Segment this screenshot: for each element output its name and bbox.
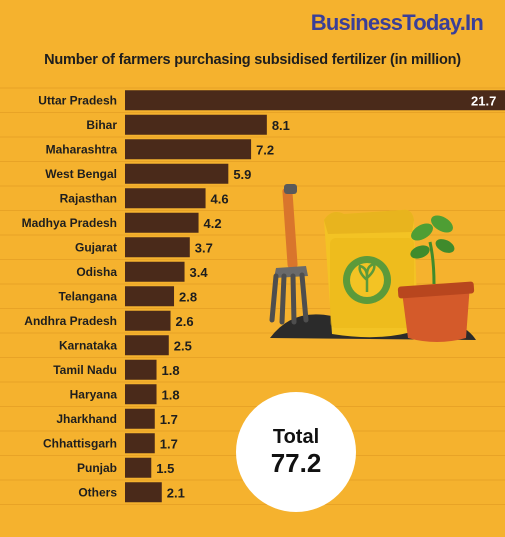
category-label: Gujarat [75, 240, 117, 254]
bar-madhya-pradesh [125, 212, 199, 233]
category-label: Telangana [59, 289, 118, 303]
chart-title: Number of farmers purchasing subsidised … [44, 52, 461, 68]
value-label: 1.8 [162, 387, 180, 402]
potted-plant-icon [397, 215, 475, 342]
bar-jharkhand [125, 408, 155, 429]
fertilizer-illustration [269, 184, 476, 342]
category-label: Punjab [77, 461, 117, 475]
value-label: 2.1 [167, 485, 185, 500]
bar-chhattisgarh [125, 433, 155, 454]
bars [125, 90, 505, 503]
category-label: Karnataka [59, 338, 117, 352]
bar-gujarat [125, 237, 190, 258]
total-value: 77.2 [270, 448, 322, 478]
value-label: 4.2 [204, 216, 222, 231]
bar-uttar-pradesh [125, 90, 505, 111]
bar-west-bengal [125, 163, 229, 184]
category-label: Madhya Pradesh [22, 216, 117, 230]
gridlines [0, 87, 505, 505]
category-label: Others [78, 485, 117, 499]
value-label: 4.6 [211, 191, 229, 206]
bar-odisha [125, 261, 185, 282]
value-label: 1.5 [156, 461, 174, 476]
brand-logo: BusinessToday.In [310, 10, 484, 35]
bar-tamil-nadu [125, 359, 157, 380]
category-label: Andhra Pradesh [24, 314, 117, 328]
bar-bihar [125, 114, 267, 135]
category-label: West Bengal [45, 167, 117, 181]
value-label: 21.7 [471, 93, 496, 108]
bar-haryana [125, 384, 157, 405]
value-label: 2.6 [176, 314, 194, 329]
value-label: 3.7 [195, 240, 213, 255]
value-label: 1.7 [160, 436, 178, 451]
category-label: Tamil Nadu [53, 363, 117, 377]
garden-fork-icon [269, 184, 309, 325]
fertilizer-bag-icon [324, 209, 418, 338]
labels: Uttar Pradesh 21.7 Bihar 8.1 Maharashtra 7.2 W… [22, 93, 497, 500]
category-label: Odisha [76, 265, 117, 279]
value-label: 7.2 [256, 142, 274, 157]
bar-rajasthan [125, 188, 206, 209]
bar-others [125, 482, 162, 503]
total-badge: Total 77.2 [236, 392, 356, 512]
bar-maharashtra [125, 139, 252, 160]
total-label: Total [272, 426, 320, 448]
value-label: 1.7 [160, 412, 178, 427]
bar-andhra-pradesh [125, 310, 171, 331]
category-label: Bihar [86, 118, 117, 132]
category-label: Maharashtra [46, 142, 118, 156]
bar-karnataka [125, 335, 169, 356]
bar-telangana [125, 286, 175, 307]
category-label: Haryana [70, 387, 118, 401]
value-label: 2.8 [179, 289, 197, 304]
value-label: 2.5 [174, 338, 192, 353]
value-label: 3.4 [190, 265, 209, 280]
category-label: Jharkhand [56, 412, 117, 426]
bar-punjab [125, 457, 152, 478]
category-label: Chhattisgarh [43, 436, 117, 450]
category-label: Rajasthan [60, 191, 117, 205]
value-label: 1.8 [162, 363, 180, 378]
value-label: 8.1 [272, 118, 290, 133]
value-label: 5.9 [233, 167, 251, 182]
category-label: Uttar Pradesh [38, 93, 117, 107]
